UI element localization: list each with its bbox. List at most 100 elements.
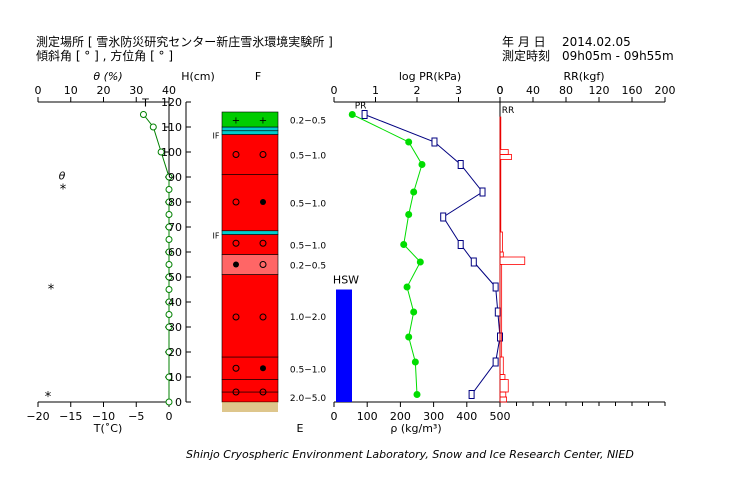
ice-layer-label: IF	[213, 132, 220, 141]
grain-size-label: 0.5−1.0	[290, 200, 326, 210]
snow-layer	[221, 356, 279, 380]
angle-marker: *	[48, 283, 55, 298]
pr-line	[364, 114, 501, 395]
pr-point	[492, 282, 499, 292]
grain-shape-symbol	[232, 151, 240, 158]
height-tick-label: 70	[168, 221, 182, 234]
bottom-tick-label: −20	[26, 410, 49, 423]
bottom-tick-label: −10	[92, 410, 115, 423]
top-tick-label: 10	[64, 84, 78, 97]
bottom-tick-label: −15	[59, 410, 82, 423]
pr-point	[468, 390, 475, 399]
temperature-point	[165, 373, 173, 381]
rr-bar	[499, 391, 507, 398]
pr-point	[361, 110, 368, 119]
hardness-label: F	[255, 70, 261, 83]
date-value: 2014.02.05	[562, 35, 631, 49]
temperature-point	[149, 123, 157, 131]
theta-legend-symbol: θ	[59, 170, 66, 183]
ice-layer-label: IF	[213, 232, 220, 241]
pr-point	[457, 240, 464, 249]
pr-point	[470, 257, 477, 267]
pr-marker-label: PR	[355, 102, 367, 112]
angle-marker: *	[45, 390, 52, 405]
height-tick-label: 0	[175, 396, 182, 409]
snow-layer	[221, 254, 279, 275]
snow-layer	[221, 391, 279, 403]
density-point	[411, 358, 419, 366]
temperature-marker-label: T	[141, 97, 149, 110]
height-tick-label: 100	[161, 146, 182, 159]
rr-bar	[499, 264, 503, 358]
pr-point	[440, 212, 447, 222]
snow-layer	[221, 126, 279, 132]
temperature-point	[139, 111, 147, 118]
density-tick-label: 200	[390, 410, 411, 423]
density-point	[418, 161, 426, 168]
time-value: 09h05m - 09h55m	[562, 49, 674, 63]
density-point	[405, 211, 413, 218]
theta-axis-label: θ (%)	[93, 70, 122, 83]
top-tick-label: 30	[129, 84, 143, 97]
temperature-point	[165, 198, 173, 206]
grain-shape-symbol	[259, 388, 267, 396]
grain-shape-symbol: +	[259, 116, 267, 127]
temperature-point	[165, 248, 173, 256]
rr-bar	[499, 154, 512, 160]
time-label: 測定時刻	[502, 48, 550, 63]
pr-tick-label: 2	[414, 84, 421, 97]
temperature-point	[165, 236, 173, 243]
grain-shape-symbol	[232, 313, 240, 321]
height-tick-label: 60	[168, 246, 182, 259]
footer-credit: Shinjo Cryospheric Environment Laborator…	[186, 448, 634, 461]
density-point	[410, 308, 418, 316]
grain-size-label: 1.0−2.0	[290, 313, 326, 323]
density-point	[405, 333, 413, 341]
temperature-point	[165, 286, 173, 293]
grain-shape-symbol	[232, 388, 240, 396]
temperature-point	[165, 173, 173, 181]
snow-layer	[221, 174, 279, 232]
height-tick-label: 30	[168, 321, 182, 334]
grain-shape-symbol	[259, 151, 267, 158]
density-point	[413, 391, 421, 398]
rr-tick-label: 200	[655, 84, 676, 97]
height-tick-label: 110	[161, 121, 182, 134]
grain-shape-symbol	[259, 239, 267, 247]
grain-shape-symbol	[260, 365, 266, 372]
snow-layer	[221, 134, 279, 175]
density-tick-label: 300	[423, 410, 444, 423]
hsw-label: HSW	[333, 274, 359, 287]
rr-axis-label: RR(kgf)	[563, 70, 604, 83]
pr-point	[492, 357, 499, 367]
pr-point	[457, 160, 464, 169]
density-point	[416, 258, 424, 266]
height-axis-label: H(cm)	[181, 70, 215, 83]
temperature-point	[165, 398, 173, 406]
density-point	[400, 241, 408, 248]
grain-size-label: 0.5−1.0	[290, 242, 326, 252]
pr-axis-label: log PR(kPa)	[399, 70, 461, 83]
height-tick-label: 80	[168, 196, 182, 209]
pr-point	[431, 137, 438, 147]
grain-size-label: 0.2−0.5	[290, 262, 326, 272]
rr-bar	[499, 231, 503, 253]
density-point	[405, 138, 413, 146]
grain-shape-symbol	[232, 198, 240, 206]
top-tick-label: 20	[97, 84, 111, 97]
density-tick-label: 100	[357, 410, 378, 423]
snow-layer	[221, 130, 279, 135]
temperature-point	[165, 261, 173, 268]
height-tick-label: 90	[168, 171, 182, 184]
top-tick-label: 0	[35, 84, 42, 97]
density-point	[348, 111, 356, 118]
rr-tick-label: 160	[622, 84, 643, 97]
rr-marker-label: RR	[502, 106, 515, 116]
temperature-point	[165, 323, 173, 331]
rr-bar	[499, 396, 507, 403]
density-tick-label: 400	[456, 410, 477, 423]
grain-shape-symbol	[232, 364, 240, 372]
temperature-point	[157, 148, 165, 156]
